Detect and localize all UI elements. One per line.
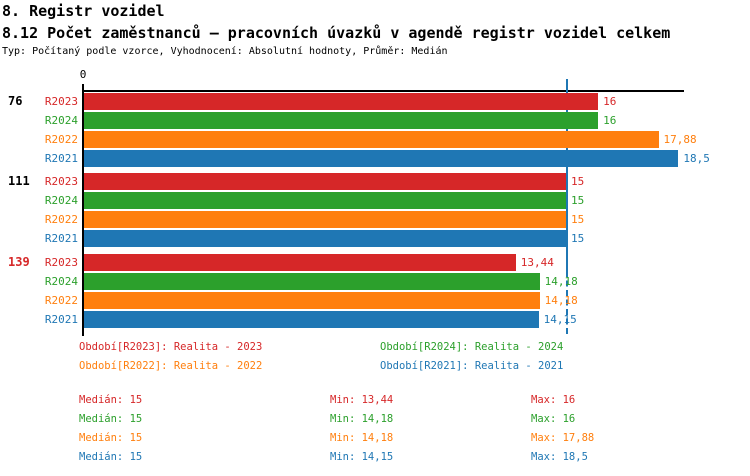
bar-value-label: 14,15: [543, 313, 577, 326]
legend-item: Období[R2023]: Realita - 2023: [79, 341, 263, 353]
x-axis-line: [82, 90, 684, 92]
bar-value-label: 15: [571, 232, 585, 245]
data-bar: [84, 211, 566, 228]
data-bar: [84, 273, 540, 290]
series-row-label: R2021: [44, 152, 78, 165]
series-row-label: R2021: [44, 232, 78, 245]
data-bar: [84, 112, 599, 129]
stat-max: Max: 16: [531, 413, 576, 425]
group-label: 139: [8, 255, 30, 269]
stat-median: Medián: 15: [79, 451, 143, 463]
data-bar: [84, 230, 566, 247]
data-bar: [84, 311, 539, 328]
series-row-label: R2022: [44, 133, 78, 146]
series-row-label: R2024: [44, 114, 78, 127]
data-bar: [84, 192, 566, 209]
series-row-label: R2023: [44, 256, 78, 269]
series-row-label: R2023: [44, 95, 78, 108]
stat-median: Medián: 15: [79, 432, 143, 444]
series-row-label: R2022: [44, 294, 78, 307]
data-bar: [84, 292, 540, 309]
series-row-label: R2022: [44, 213, 78, 226]
chart-meta-line: Typ: Počítaný podle vzorce, Vyhodnocení:…: [2, 46, 448, 57]
bar-value-label: 18,5: [683, 152, 710, 165]
series-row-label: R2024: [44, 194, 78, 207]
group-label: 111: [8, 174, 30, 188]
bar-value-label: 13,44: [520, 256, 554, 269]
data-bar: [84, 150, 679, 167]
stat-min: Min: 14,18: [330, 413, 394, 425]
series-row-label: R2023: [44, 175, 78, 188]
legend-item: Období[R2024]: Realita - 2024: [380, 341, 564, 353]
page-title: 8. Registr vozidel: [2, 2, 165, 20]
stat-min: Min: 14,15: [330, 451, 394, 463]
stat-max: Max: 18,5: [531, 451, 588, 463]
group-label: 76: [8, 94, 23, 108]
x-axis-zero-label: 0: [79, 68, 87, 81]
data-bar: [84, 93, 599, 110]
bar-value-label: 17,88: [663, 133, 697, 146]
data-bar: [84, 131, 659, 148]
median-reference-line: [566, 79, 568, 271]
bar-value-label: 14,18: [544, 294, 578, 307]
series-row-label: R2021: [44, 313, 78, 326]
series-row-label: R2024: [44, 275, 78, 288]
bar-value-label: 15: [571, 194, 585, 207]
stat-min: Min: 13,44: [330, 394, 394, 406]
bar-value-label: 14,18: [544, 275, 578, 288]
stat-max: Max: 16: [531, 394, 576, 406]
legend-item: Období[R2021]: Realita - 2021: [380, 360, 564, 372]
bar-value-label: 16: [603, 95, 617, 108]
chart-subtitle: 8.12 Počet zaměstnanců – pracovních úvaz…: [2, 24, 671, 42]
data-bar: [84, 254, 516, 271]
data-bar: [84, 173, 566, 190]
y-axis-line: [82, 84, 84, 336]
bar-value-label: 15: [571, 213, 585, 226]
bar-value-label: 16: [603, 114, 617, 127]
legend-item: Období[R2022]: Realita - 2022: [79, 360, 263, 372]
median-reference-line-dashed: [566, 271, 568, 334]
bar-value-label: 15: [571, 175, 585, 188]
stat-max: Max: 17,88: [531, 432, 595, 444]
stat-min: Min: 14,18: [330, 432, 394, 444]
stat-median: Medián: 15: [79, 394, 143, 406]
stat-median: Medián: 15: [79, 413, 143, 425]
